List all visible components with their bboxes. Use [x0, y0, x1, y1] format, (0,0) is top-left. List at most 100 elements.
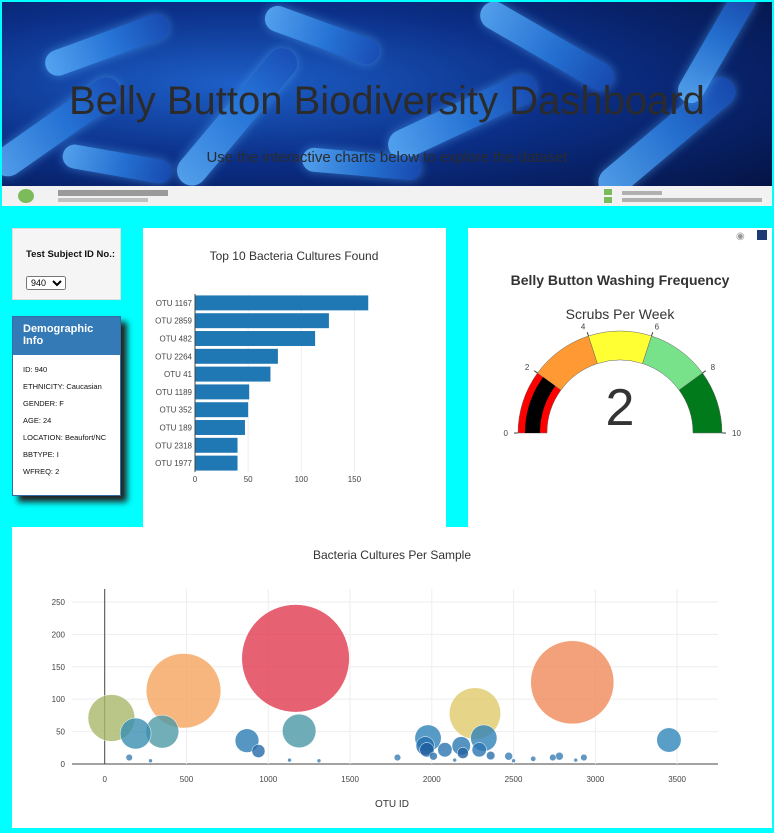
bubble-y-tick-label: 250 [52, 598, 66, 607]
bar-y-tick-label: OTU 352 [160, 406, 193, 415]
bubble-point [125, 753, 133, 762]
bar [195, 420, 245, 435]
bubble-x-tick-label: 3000 [586, 775, 604, 784]
gauge-tick [586, 332, 589, 337]
bubble-point [504, 752, 513, 761]
bar [195, 295, 369, 311]
plotly-logo-icon[interactable] [757, 230, 767, 240]
gauge-title: Belly Button Washing Frequency [511, 272, 730, 288]
bubble-point [287, 757, 292, 763]
bubble-y-tick-label: 100 [52, 695, 66, 704]
gauge-tick-label: 6 [655, 322, 660, 331]
bar-y-tick-label: OTU 2318 [155, 441, 192, 450]
bar-y-tick-label: OTU 482 [160, 335, 193, 344]
bar-x-tick-label: 100 [295, 475, 309, 484]
gauge-step [588, 330, 652, 364]
demo-bbtype: BBTYPE: I [23, 450, 59, 459]
subject-selector-panel: Test Subject ID No.: 940 [12, 228, 121, 300]
dashboard-header: Belly Button Biodiversity Dashboard Use … [2, 2, 772, 206]
bubble-point [457, 747, 469, 759]
demo-wfreq: WFREQ: 2 [23, 467, 60, 476]
bubble-point [530, 640, 615, 725]
page-title: Belly Button Biodiversity Dashboard [69, 78, 705, 123]
demographic-info-title: Demographic Info [13, 317, 120, 355]
bubble-x-tick-label: 3500 [668, 775, 686, 784]
bubble-point [251, 744, 266, 758]
subject-id-select[interactable]: 940 [26, 276, 66, 290]
bar-y-tick-label: OTU 1189 [156, 388, 193, 397]
demo-gender: GENDER: F [23, 399, 64, 408]
bubble-chart: Bacteria Cultures Per Sample 0 50 100 150 200… [52, 548, 718, 810]
bubble-point [145, 653, 222, 729]
bubble-point [486, 751, 496, 761]
bubble-x-tick-label: 2000 [423, 775, 441, 784]
gauge-step [678, 372, 723, 434]
gauge-tick [651, 332, 654, 337]
bar-x-tick-label: 0 [193, 475, 198, 484]
demo-ethnicity: ETHNICITY: Caucasian [23, 382, 102, 391]
bar-y-tick-label: OTU 1977 [155, 459, 192, 468]
gauge-tick-label: 10 [732, 429, 741, 438]
bubble-point [555, 752, 564, 761]
bubble-x-axis-label: OTU ID [375, 799, 409, 810]
bar-x-tick-label: 150 [348, 475, 362, 484]
bubble-x-tick-label: 1500 [341, 775, 359, 784]
bar [195, 402, 249, 418]
page-subtitle: Use the interactive charts below to expl… [206, 149, 568, 166]
bubble-point [471, 742, 487, 758]
bubble-point [119, 717, 152, 750]
top10-bar-chart-panel: Top 10 Bacteria Cultures Found 0 50 100 150 O… [143, 228, 446, 527]
bar [195, 348, 278, 364]
bubble-y-tick-label: 150 [52, 663, 66, 672]
bubble-chart-panel: Bacteria Cultures Per Sample 0 50 100 150 200… [12, 527, 772, 828]
demographic-info-list: ID: 940 ETHNICITY: Caucasian GENDER: F A… [13, 355, 120, 476]
bar [195, 455, 238, 471]
bar-y-tick-label: OTU 2859 [155, 317, 192, 326]
bubble-point [437, 742, 453, 758]
bar-y-tick-label: OTU 1167 [156, 299, 193, 308]
gauge-tick-label: 0 [504, 429, 509, 438]
gauge-value-bar [525, 377, 556, 433]
gauge-tick [702, 370, 707, 374]
camera-icon[interactable]: ◉ [736, 231, 745, 242]
gauge-tick [533, 370, 538, 374]
bubble-y-tick-label: 50 [56, 728, 65, 737]
demo-location: LOCATION: Beaufort/NC [23, 433, 107, 442]
bar [195, 437, 238, 453]
demo-id: ID: 940 [23, 365, 48, 374]
bubble-point [549, 753, 557, 762]
bubble-point [393, 753, 402, 762]
bar-chart-title: Top 10 Bacteria Cultures Found [210, 249, 379, 263]
bubble-point [511, 758, 516, 764]
bubble-point [234, 728, 260, 753]
bar [195, 366, 271, 382]
bubble-x-tick-label: 500 [180, 775, 194, 784]
bubble-chart-title: Bacteria Cultures Per Sample [313, 548, 471, 562]
gauge-tick-label: 4 [581, 322, 586, 331]
gauge-tick-label: 2 [525, 363, 530, 372]
bubble-point [241, 604, 350, 713]
bar [195, 384, 250, 400]
wash-frequency-gauge: Belly Button Washing Frequency Scrubs Per… [504, 272, 742, 438]
bubble-y-tick-label: 0 [61, 760, 66, 769]
bar-y-tick-label: OTU 2264 [155, 352, 192, 361]
gauge-value: 2 [606, 379, 635, 437]
bubble-point [429, 752, 438, 761]
top10-bar-chart: Top 10 Bacteria Cultures Found 0 50 100 150 O… [155, 249, 379, 484]
bubble-point [573, 757, 578, 763]
bubble-x-tick-label: 0 [102, 775, 107, 784]
bubble-x-tick-label: 2500 [505, 775, 523, 784]
bar-x-tick-label: 50 [244, 475, 253, 484]
bubble-y-tick-label: 200 [52, 630, 66, 639]
wash-frequency-gauge-panel: ◉ Belly Button Washing Frequency Scrubs P… [468, 228, 772, 527]
bubble-point [530, 755, 537, 762]
bubble-point [580, 753, 588, 762]
bubble-point [452, 757, 457, 763]
bar [195, 331, 316, 346]
bubble-point [282, 713, 317, 749]
subject-selector-label: Test Subject ID No.: [26, 249, 116, 260]
bubble-point [148, 758, 153, 764]
watermark-band [2, 186, 772, 206]
bar [195, 313, 329, 329]
demographic-info-panel: Demographic Info ID: 940 ETHNICITY: Cauc… [12, 316, 121, 496]
